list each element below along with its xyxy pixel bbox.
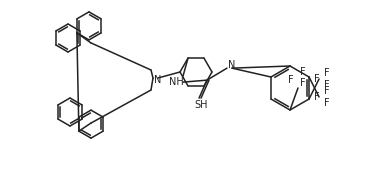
Text: F: F <box>300 67 306 77</box>
Text: F: F <box>314 74 320 84</box>
Text: N: N <box>154 75 162 85</box>
Text: NH: NH <box>169 77 184 87</box>
Text: N: N <box>228 60 236 70</box>
Text: F: F <box>324 68 330 78</box>
Text: F: F <box>288 75 294 85</box>
Text: F: F <box>314 92 320 102</box>
Text: F: F <box>324 86 330 96</box>
Text: SH: SH <box>194 100 208 110</box>
Text: F: F <box>300 78 306 88</box>
Text: F: F <box>324 80 330 90</box>
Text: F: F <box>324 98 330 108</box>
